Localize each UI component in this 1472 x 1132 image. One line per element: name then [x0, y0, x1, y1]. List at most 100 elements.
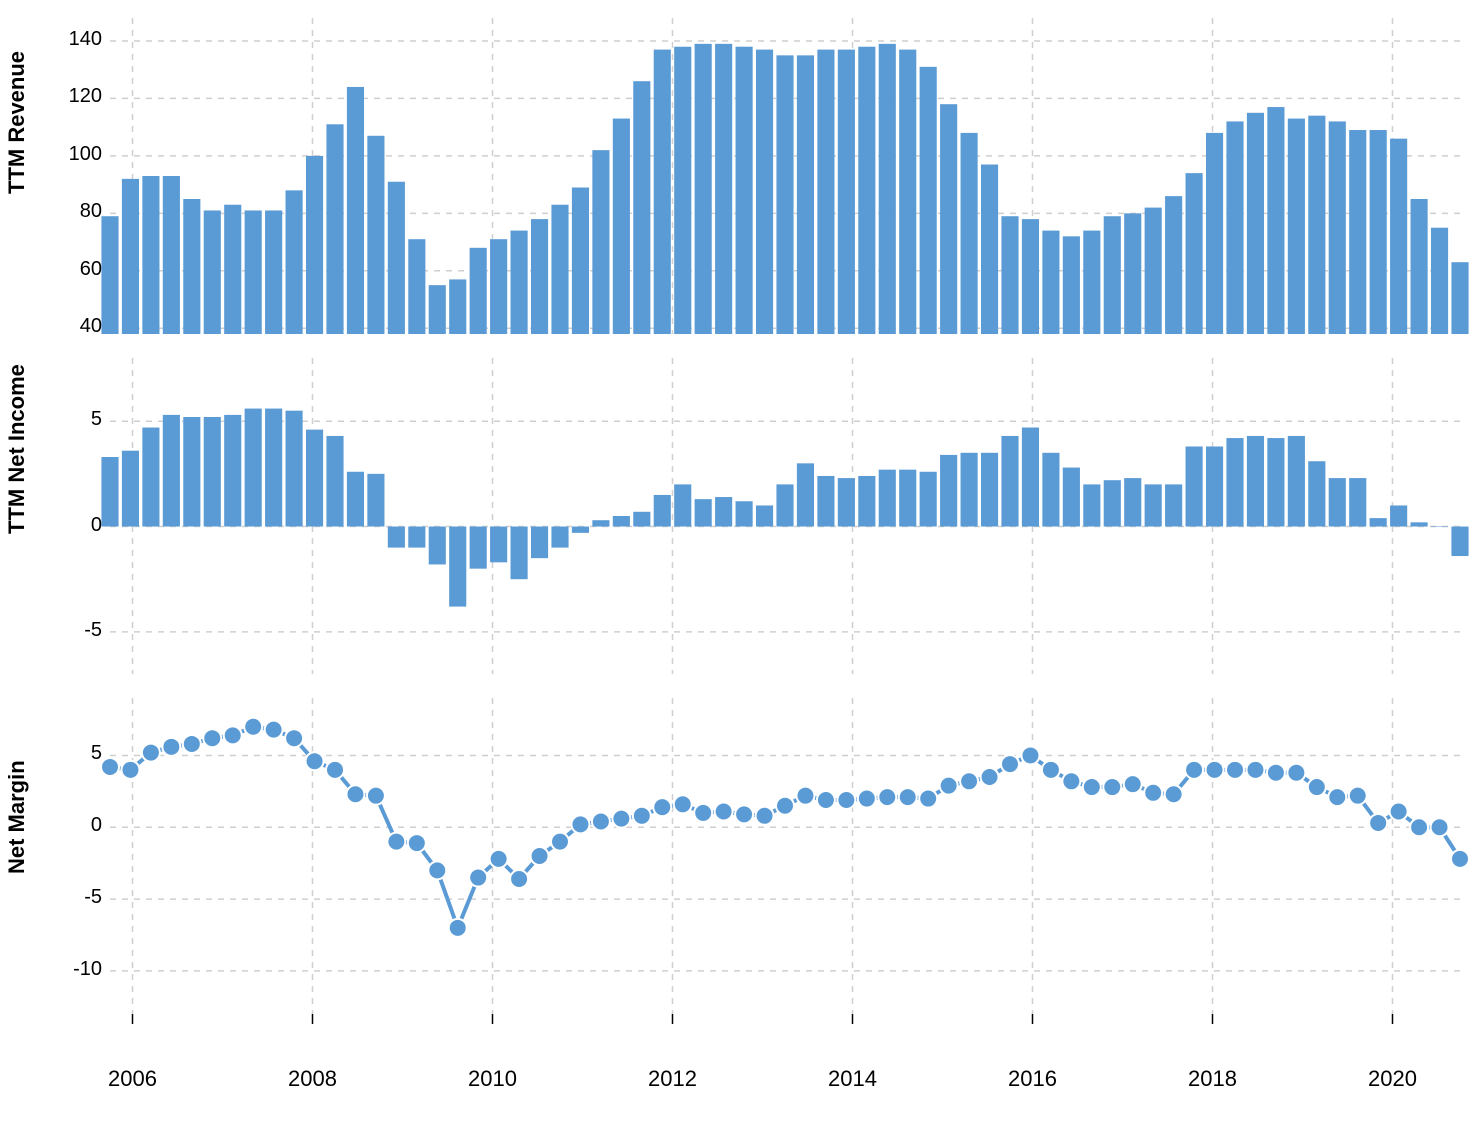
income-bar [858, 476, 875, 527]
margin-marker [817, 791, 835, 809]
revenue-panel [0, 0, 1472, 1132]
margin-marker [408, 834, 426, 852]
income-ylabel: TTM Net Income [4, 498, 30, 534]
margin-marker [858, 790, 876, 808]
revenue-bar [265, 210, 282, 334]
revenue-bar [326, 124, 343, 334]
revenue-bar [1411, 199, 1428, 334]
margin-marker [653, 798, 671, 816]
revenue-bar [1063, 236, 1080, 334]
revenue-bar [1145, 208, 1162, 334]
income-bar [797, 463, 814, 526]
revenue-bar [1206, 133, 1223, 334]
margin-marker [551, 833, 569, 851]
revenue-bar [613, 119, 630, 334]
revenue-bar [1329, 121, 1346, 334]
margin-marker [162, 738, 180, 756]
revenue-bar [142, 176, 159, 334]
revenue-bar [470, 248, 487, 334]
margin-marker [224, 726, 242, 744]
margin-marker [1001, 755, 1019, 773]
revenue-bar [367, 136, 384, 334]
income-bar [1329, 478, 1346, 526]
income-bar [756, 505, 773, 526]
y-tick-label: 5 [91, 742, 102, 765]
income-bar [1411, 522, 1428, 526]
revenue-bar [1165, 196, 1182, 334]
income-bar [511, 527, 528, 580]
revenue-bar [633, 81, 650, 334]
margin-marker [1185, 761, 1203, 779]
margin-marker [612, 810, 630, 828]
margin-marker [285, 729, 303, 747]
revenue-bar [204, 210, 221, 334]
revenue-bar [245, 210, 262, 334]
revenue-bar [1267, 107, 1284, 334]
revenue-bar [838, 50, 855, 334]
income-bar [204, 417, 221, 527]
margin-marker [1062, 772, 1080, 790]
revenue-ylabel: TTM Revenue [4, 158, 30, 194]
income-bar [1206, 446, 1223, 526]
y-tick-label: 5 [91, 408, 102, 431]
margin-marker [449, 919, 467, 937]
margin-marker [1165, 785, 1183, 803]
margin-marker [694, 804, 712, 822]
margin-marker [326, 761, 344, 779]
margin-marker [1042, 761, 1060, 779]
revenue-bar [408, 239, 425, 334]
revenue-bar [511, 231, 528, 334]
income-bar [347, 472, 364, 527]
x-tick-label: 2012 [648, 1066, 697, 1092]
margin-marker [940, 777, 958, 795]
income-bar [715, 497, 732, 526]
y-tick-label: 0 [91, 814, 102, 837]
margin-marker [1267, 764, 1285, 782]
revenue-bar [551, 205, 568, 334]
revenue-bar [940, 104, 957, 334]
margin-marker [1328, 788, 1346, 806]
revenue-bar [101, 216, 118, 334]
margin-ylabel: Net Margin [4, 838, 30, 874]
revenue-bar [1370, 130, 1387, 334]
margin-panel [0, 0, 1472, 1132]
y-tick-label: 60 [80, 258, 102, 281]
revenue-bar [531, 219, 548, 334]
income-bar [408, 527, 425, 548]
margin-marker [1287, 764, 1305, 782]
margin-marker [244, 718, 262, 736]
margin-marker [428, 861, 446, 879]
margin-marker [1083, 778, 1101, 796]
income-bar [674, 484, 691, 526]
margin-marker [1349, 787, 1367, 805]
income-bar [1104, 480, 1121, 526]
income-bar [1063, 468, 1080, 527]
margin-marker [121, 761, 139, 779]
income-bar [940, 455, 957, 527]
income-bar [388, 527, 405, 548]
margin-marker [1390, 802, 1408, 820]
income-bar [306, 430, 323, 527]
revenue-bar [654, 50, 671, 334]
margin-marker [674, 795, 692, 813]
revenue-bar [122, 179, 139, 334]
y-tick-label: 140 [69, 28, 102, 51]
revenue-bar [224, 205, 241, 334]
margin-marker [1206, 761, 1224, 779]
y-tick-label: 40 [80, 315, 102, 338]
y-tick-label: -5 [84, 886, 102, 909]
y-tick-label: 120 [69, 85, 102, 108]
margin-marker [919, 790, 937, 808]
revenue-bar [879, 44, 896, 334]
margin-marker [265, 721, 283, 739]
revenue-bar [1042, 231, 1059, 334]
income-panel [0, 0, 1472, 1132]
income-bar [1186, 446, 1203, 526]
income-bar [449, 527, 466, 607]
margin-marker [1431, 818, 1449, 836]
margin-marker [1226, 761, 1244, 779]
revenue-bar [858, 47, 875, 334]
income-bar [592, 520, 609, 526]
revenue-bar [1083, 231, 1100, 334]
margin-marker [490, 850, 508, 868]
